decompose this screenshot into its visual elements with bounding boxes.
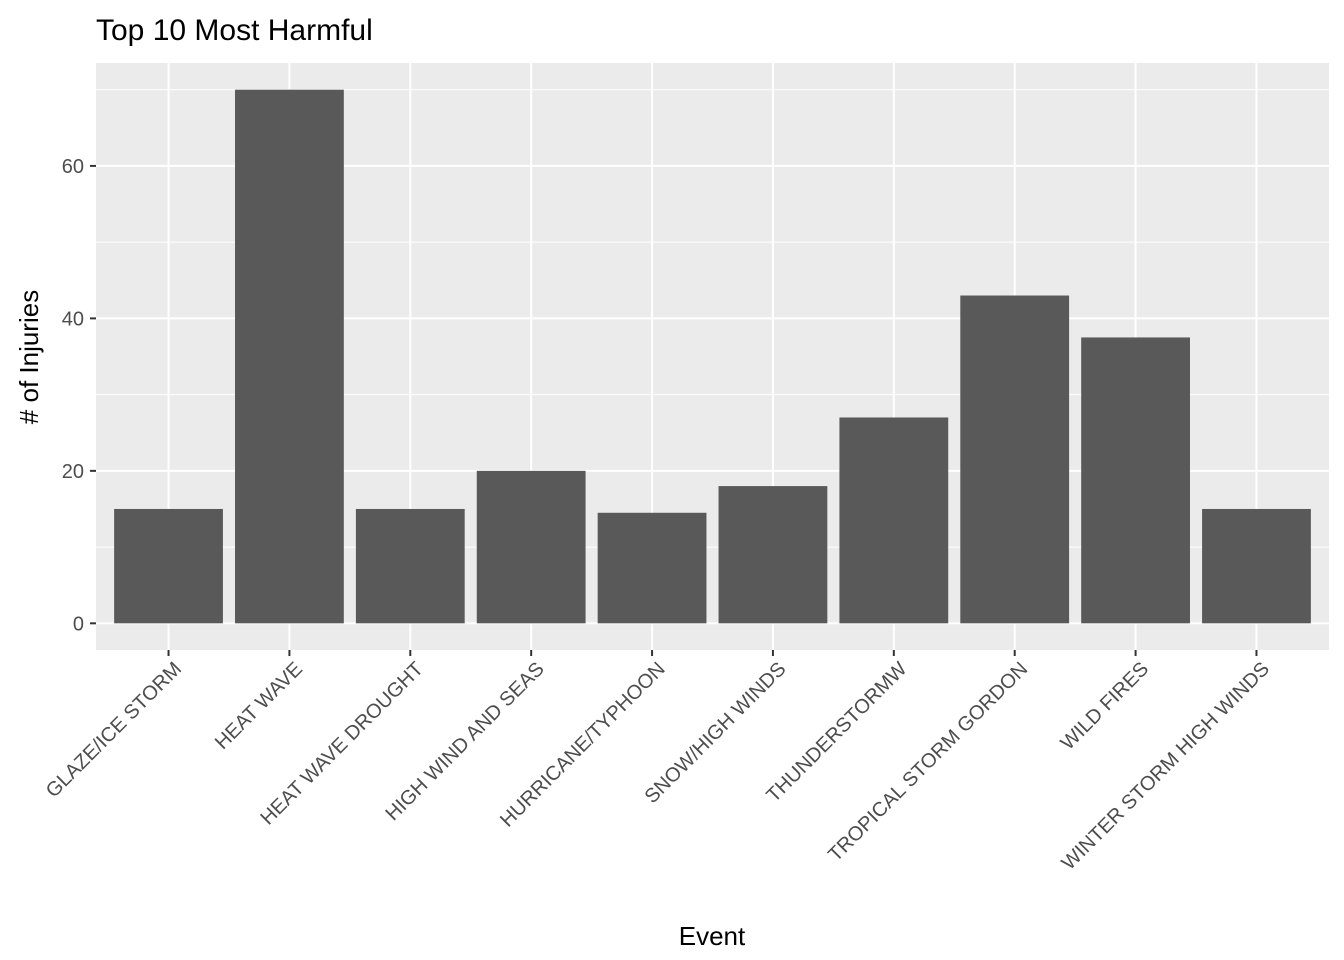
bar xyxy=(1081,337,1190,624)
x-tick-label: WILD FIRES xyxy=(1057,658,1153,754)
y-tick-label: 20 xyxy=(62,461,84,483)
y-tick-label: 60 xyxy=(62,156,84,178)
x-tick-label: TROPICAL STORM GORDON xyxy=(824,658,1032,866)
y-tick-label: 40 xyxy=(62,308,84,330)
bar xyxy=(597,512,707,624)
bar xyxy=(960,295,1070,624)
bar xyxy=(476,470,586,624)
bar xyxy=(114,508,223,624)
bars xyxy=(114,89,1311,624)
y-axis: 0 20 40 60 xyxy=(62,156,96,635)
bar xyxy=(839,417,949,624)
x-tick-label: WINTER STORM HIGH WINDS xyxy=(1058,658,1274,874)
chart-title: Top 10 Most Harmful xyxy=(96,14,373,47)
bar xyxy=(718,486,828,624)
bar xyxy=(235,89,344,624)
x-tick-label: GLAZE/ICE STORM xyxy=(42,658,186,802)
x-axis-title: Event xyxy=(679,921,746,951)
bar xyxy=(355,508,465,624)
x-tick-label: HEAT WAVE xyxy=(211,658,307,754)
y-axis-title: # of Injuries xyxy=(14,290,44,424)
bar xyxy=(1202,508,1311,624)
y-tick-label: 0 xyxy=(73,613,84,635)
